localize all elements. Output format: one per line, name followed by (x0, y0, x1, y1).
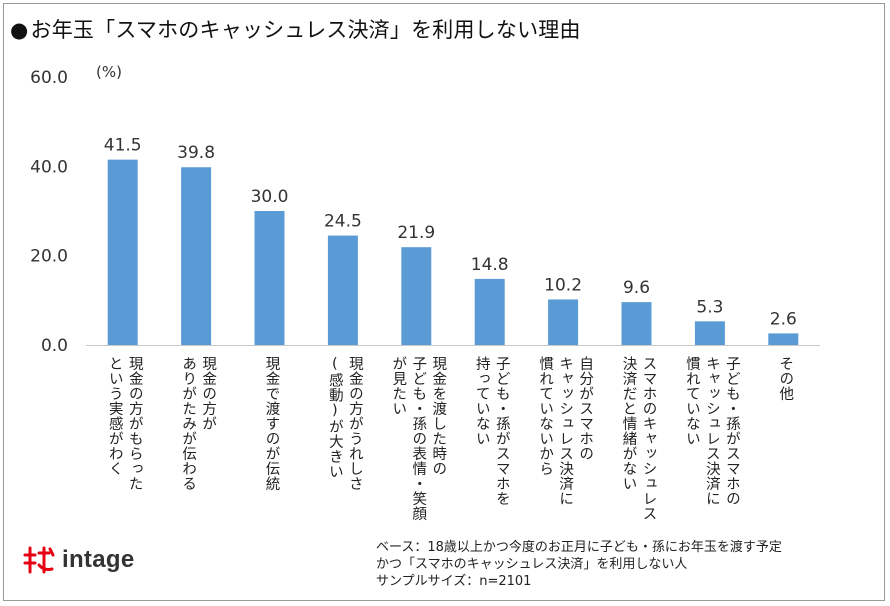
bar (548, 299, 579, 345)
chart-title: ●お年玉「スマホのキャッシュレス決済」を利用しない理由 (10, 14, 581, 44)
bar (768, 333, 799, 345)
y-unit-label: (%) (96, 63, 122, 81)
title-bullet: ● (10, 18, 29, 42)
bar (474, 278, 505, 345)
bar (254, 211, 285, 345)
intage-logo-icon (23, 546, 55, 574)
x-category-label: 現金を渡した時の 子ども・孫の表情・笑顔 が見たい (390, 356, 447, 521)
data-label: 2.6 (770, 309, 797, 329)
x-category-label: スマホのキャッシュレス 決済だと情緒がない (620, 356, 657, 521)
x-category-label: 子ども・孫がスマホを 持っていない (473, 356, 510, 506)
data-label: 21.9 (397, 223, 435, 243)
note-line: かつ「スマホのキャッシュレス決済」を利用しない人 (376, 557, 688, 572)
x-category-label: 子ども・孫がスマホの キャッシュレス決済に 慣れていない (683, 356, 740, 506)
sample-note: ベース：18歳以上かつ今度のお正月に子ども・孫にお年玉を渡す予定 かつ「スマホの… (376, 539, 782, 590)
y-tick-label: 60.0 (30, 68, 68, 88)
x-category-label: 現金の方がうれしさ (感動)が大きい (326, 356, 363, 491)
bar (694, 321, 725, 345)
bar (107, 159, 138, 345)
data-label: 24.5 (324, 212, 362, 232)
bar (401, 247, 432, 345)
data-label: 41.5 (104, 136, 142, 156)
data-label: 30.0 (251, 187, 289, 207)
bar (327, 235, 358, 345)
x-category-label: その他 (777, 356, 794, 401)
data-label: 9.6 (623, 278, 650, 298)
brand-logo: intage (22, 546, 134, 574)
x-category-label: 現金の方がもらった という実感がわく (106, 356, 143, 491)
brand-name: intage (62, 546, 135, 573)
data-label: 39.8 (177, 143, 215, 163)
data-label: 10.2 (544, 275, 582, 295)
note-line: サンプルサイズ：n=2101 (376, 574, 532, 589)
data-label: 14.8 (471, 255, 509, 275)
y-tick-label: 40.0 (30, 157, 68, 177)
x-category-label: 現金の方が ありがたみが伝わる (180, 356, 217, 491)
y-tick-label: 0.0 (41, 336, 68, 356)
title-text: お年玉「スマホのキャッシュレス決済」を利用しない理由 (30, 18, 581, 42)
y-tick-label: 20.0 (30, 247, 68, 267)
note-line: ベース：18歳以上かつ今度のお正月に子ども・孫にお年玉を渡す予定 (376, 540, 782, 555)
x-category-label: 現金で渡すのが伝統 (263, 356, 280, 491)
x-category-label: 自分がスマホの キャッシュレス決済に 慣れていないから (537, 356, 594, 506)
bar (621, 302, 652, 345)
bar (181, 167, 212, 345)
data-label: 5.3 (696, 297, 723, 317)
chart-frame (3, 3, 885, 601)
